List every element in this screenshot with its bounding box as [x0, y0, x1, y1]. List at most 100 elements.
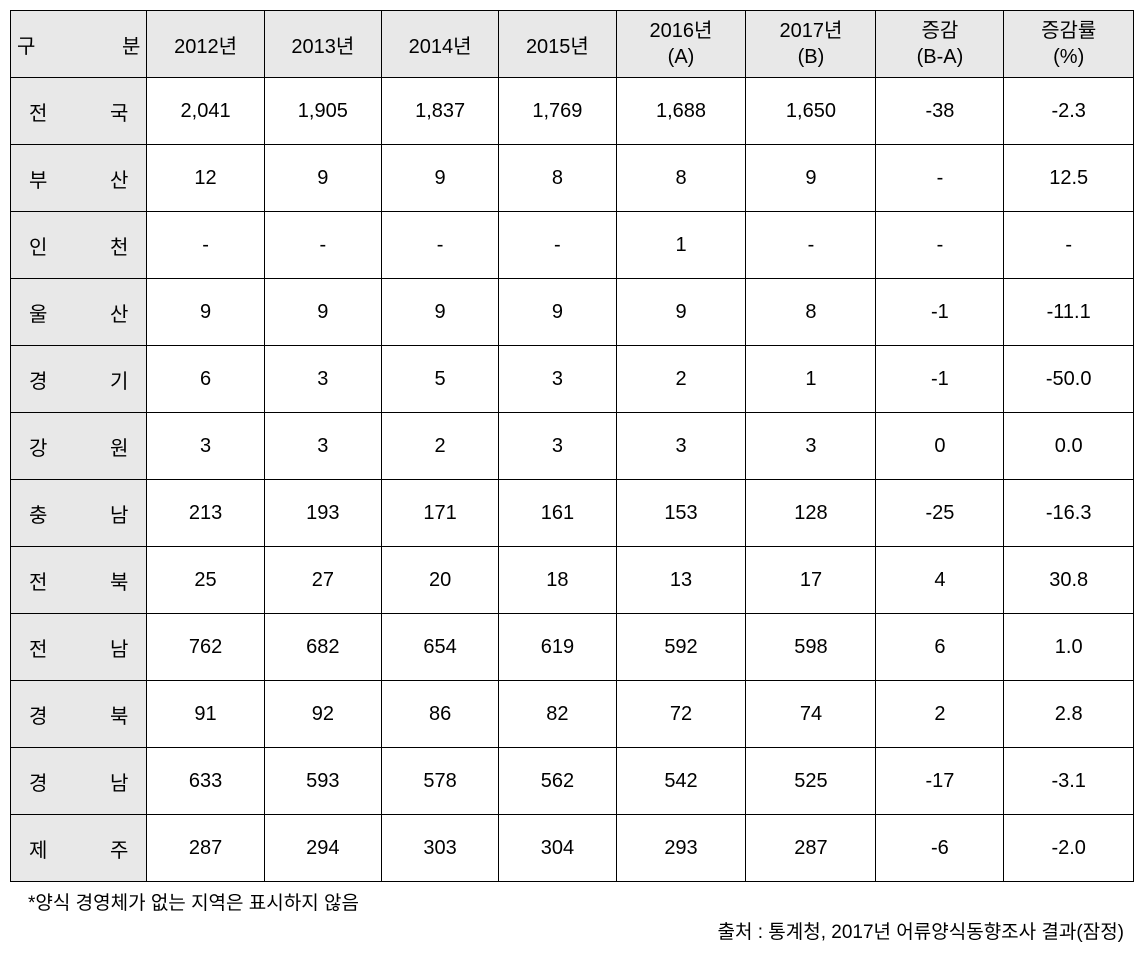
- header-rate-line1: 증감률: [1010, 18, 1127, 44]
- cell-v2015: 82: [499, 681, 616, 748]
- cell-rate: -2.3: [1004, 78, 1134, 145]
- header-2017: 2017년 (B): [746, 11, 876, 78]
- cell-diff: -: [876, 145, 1004, 212]
- row-label-1: 강: [29, 432, 47, 461]
- row-label-1: 경: [29, 700, 47, 729]
- cell-v2012: 3: [147, 413, 264, 480]
- row-label-1: 전: [29, 633, 47, 662]
- cell-diff: 2: [876, 681, 1004, 748]
- cell-v2017: 9: [746, 145, 876, 212]
- cell-v2012: 762: [147, 614, 264, 681]
- cell-v2017: 17: [746, 547, 876, 614]
- cell-v2012: 287: [147, 815, 264, 882]
- cell-v2017: 3: [746, 413, 876, 480]
- cell-diff: 4: [876, 547, 1004, 614]
- cell-diff: -38: [876, 78, 1004, 145]
- cell-v2015: 562: [499, 748, 616, 815]
- cell-v2017: 1: [746, 346, 876, 413]
- cell-v2014: 86: [381, 681, 498, 748]
- cell-rate: -11.1: [1004, 279, 1134, 346]
- cell-v2017: -: [746, 212, 876, 279]
- row-label-2: 남: [110, 499, 128, 528]
- cell-v2013: 9: [264, 279, 381, 346]
- cell-v2012: 12: [147, 145, 264, 212]
- row-label: 경남: [11, 748, 147, 815]
- cell-v2013: 1,905: [264, 78, 381, 145]
- row-label-1: 전: [29, 97, 47, 126]
- row-label-2: 국: [110, 97, 128, 126]
- cell-v2017: 8: [746, 279, 876, 346]
- table-row: 경기635321-1-50.0: [11, 346, 1134, 413]
- row-label-2: 주: [110, 834, 128, 863]
- row-label-2: 남: [110, 767, 128, 796]
- cell-v2012: 6: [147, 346, 264, 413]
- cell-v2017: 287: [746, 815, 876, 882]
- row-label-2: 남: [110, 633, 128, 662]
- table-row: 전남76268265461959259861.0: [11, 614, 1134, 681]
- row-label-2: 북: [110, 566, 128, 595]
- row-label-1: 전: [29, 566, 47, 595]
- data-table: 구 분 2012년 2013년 2014년 2015년 2016년 (A) 20…: [10, 10, 1134, 882]
- cell-v2013: 593: [264, 748, 381, 815]
- cell-v2017: 128: [746, 480, 876, 547]
- cell-v2016: 153: [616, 480, 746, 547]
- header-rate-line2: (%): [1010, 44, 1127, 70]
- row-label: 경기: [11, 346, 147, 413]
- cell-v2013: 9: [264, 145, 381, 212]
- header-diff-line1: 증감: [882, 18, 997, 44]
- cell-v2016: 1: [616, 212, 746, 279]
- cell-v2016: 2: [616, 346, 746, 413]
- header-2016-line2: (A): [623, 44, 740, 70]
- cell-v2016: 9: [616, 279, 746, 346]
- header-2015: 2015년: [499, 11, 616, 78]
- cell-diff: -1: [876, 279, 1004, 346]
- row-label-2: 천: [110, 231, 128, 260]
- header-2014: 2014년: [381, 11, 498, 78]
- cell-v2012: 91: [147, 681, 264, 748]
- cell-v2012: 213: [147, 480, 264, 547]
- table-row: 충남213193171161153128-25-16.3: [11, 480, 1134, 547]
- row-label-1: 경: [29, 767, 47, 796]
- header-gubun: 구 분: [11, 11, 147, 78]
- cell-v2012: 25: [147, 547, 264, 614]
- source-text: 출처 : 통계청, 2017년 어류양식동향조사 결과(잠정): [10, 917, 1124, 944]
- cell-rate: -3.1: [1004, 748, 1134, 815]
- cell-v2012: 2,041: [147, 78, 264, 145]
- cell-diff: -25: [876, 480, 1004, 547]
- cell-v2015: 1,769: [499, 78, 616, 145]
- cell-v2013: -: [264, 212, 381, 279]
- table-body: 전국2,0411,9051,8371,7691,6881,650-38-2.3부…: [11, 78, 1134, 882]
- cell-v2013: 3: [264, 413, 381, 480]
- cell-v2014: 654: [381, 614, 498, 681]
- cell-v2013: 193: [264, 480, 381, 547]
- footnote-text: *양식 경영체가 없는 지역은 표시하지 않음: [28, 888, 1134, 915]
- header-diff-line2: (B-A): [882, 44, 997, 70]
- cell-v2015: 9: [499, 279, 616, 346]
- cell-v2013: 294: [264, 815, 381, 882]
- row-label-2: 원: [110, 432, 128, 461]
- cell-v2016: 592: [616, 614, 746, 681]
- row-label-1: 울: [29, 298, 47, 327]
- cell-rate: -: [1004, 212, 1134, 279]
- cell-v2015: -: [499, 212, 616, 279]
- header-2016: 2016년 (A): [616, 11, 746, 78]
- table-row: 경북91928682727422.8: [11, 681, 1134, 748]
- cell-v2014: 5: [381, 346, 498, 413]
- header-rate: 증감률 (%): [1004, 11, 1134, 78]
- header-gubun-2: 분: [122, 30, 140, 59]
- cell-v2015: 8: [499, 145, 616, 212]
- cell-v2015: 619: [499, 614, 616, 681]
- cell-v2016: 72: [616, 681, 746, 748]
- table-row: 부산1299889-12.5: [11, 145, 1134, 212]
- cell-v2014: 303: [381, 815, 498, 882]
- cell-v2012: 9: [147, 279, 264, 346]
- cell-rate: -16.3: [1004, 480, 1134, 547]
- row-label: 전남: [11, 614, 147, 681]
- header-2013: 2013년: [264, 11, 381, 78]
- table-row: 인천----1---: [11, 212, 1134, 279]
- cell-v2012: 633: [147, 748, 264, 815]
- cell-v2013: 3: [264, 346, 381, 413]
- table-row: 전북252720181317430.8: [11, 547, 1134, 614]
- table-row: 울산999998-1-11.1: [11, 279, 1134, 346]
- row-label-1: 제: [29, 834, 47, 863]
